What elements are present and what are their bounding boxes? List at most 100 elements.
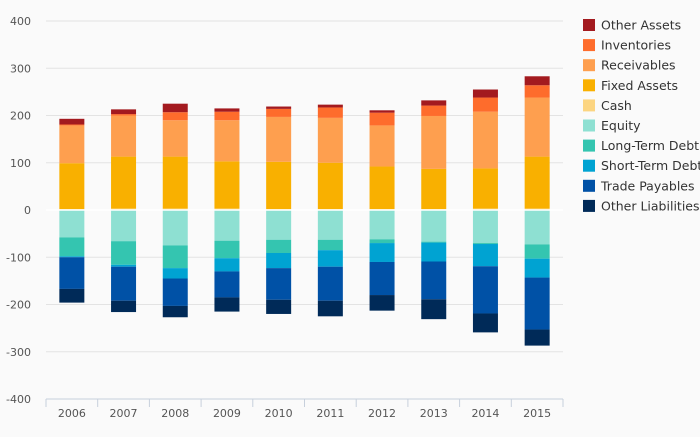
bar-segment[interactable] xyxy=(111,114,137,116)
bar-segment[interactable] xyxy=(162,120,188,157)
bar-segment[interactable] xyxy=(524,210,550,245)
bar-segment[interactable] xyxy=(421,261,447,300)
bar-segment[interactable] xyxy=(369,261,395,296)
bar-segment[interactable] xyxy=(524,76,550,86)
bar-segment[interactable] xyxy=(472,111,498,169)
bar-segment[interactable] xyxy=(317,162,343,210)
bar-segment[interactable] xyxy=(162,210,188,246)
bar-segment[interactable] xyxy=(59,257,85,289)
bar-segment[interactable] xyxy=(59,237,85,257)
bar-segment[interactable] xyxy=(162,103,188,113)
bar-segment[interactable] xyxy=(421,105,447,116)
bar-segment[interactable] xyxy=(266,299,292,314)
bar-segment[interactable] xyxy=(369,125,395,167)
bar-segment[interactable] xyxy=(472,313,498,333)
bar-segment[interactable] xyxy=(369,239,395,244)
bar-segment[interactable] xyxy=(421,242,447,262)
bar-segment[interactable] xyxy=(317,107,343,118)
legend-swatch xyxy=(583,39,595,52)
bar-segment[interactable] xyxy=(59,210,85,238)
bar-segment[interactable] xyxy=(421,115,447,169)
bar-segment[interactable] xyxy=(472,266,498,314)
bar-segment[interactable] xyxy=(59,124,85,126)
bar-segment[interactable] xyxy=(214,271,240,298)
bar-segment[interactable] xyxy=(111,241,137,265)
bar-segment[interactable] xyxy=(59,118,85,125)
bar-segment[interactable] xyxy=(111,300,137,313)
bar-segment[interactable] xyxy=(524,258,550,278)
bar-segment[interactable] xyxy=(524,156,550,209)
bar-segment[interactable] xyxy=(214,297,240,312)
bar-segment[interactable] xyxy=(524,244,550,259)
x-tick-label: 2013 xyxy=(420,407,448,420)
bar-segment[interactable] xyxy=(421,100,447,106)
bar-segment[interactable] xyxy=(421,210,447,242)
bar-segment[interactable] xyxy=(472,97,498,112)
bar-segment[interactable] xyxy=(421,241,447,243)
bar-segment[interactable] xyxy=(111,210,137,242)
bar-segment[interactable] xyxy=(369,295,395,311)
bar-segment[interactable] xyxy=(369,166,395,210)
bar-segment[interactable] xyxy=(369,210,395,240)
legend-swatch xyxy=(583,139,595,152)
bar-segment[interactable] xyxy=(111,115,137,157)
y-tick-label: 200 xyxy=(10,110,31,123)
bar-segment[interactable] xyxy=(59,125,85,164)
bar-segment[interactable] xyxy=(111,109,137,115)
bar-segment[interactable] xyxy=(369,243,395,262)
bar-segment[interactable] xyxy=(214,111,240,121)
bar-segment[interactable] xyxy=(369,110,395,113)
bar-segment[interactable] xyxy=(214,161,240,209)
legend-swatch xyxy=(583,79,595,92)
bar-segment[interactable] xyxy=(162,268,188,279)
bar-segment[interactable] xyxy=(472,168,498,209)
bar-segment[interactable] xyxy=(317,104,343,108)
bar-segment[interactable] xyxy=(472,243,498,245)
bar-segment[interactable] xyxy=(317,300,343,317)
bar-segment[interactable] xyxy=(162,245,188,269)
bar-segment[interactable] xyxy=(266,252,292,269)
legend-swatch xyxy=(583,119,595,132)
bar-segment[interactable] xyxy=(266,106,292,109)
bar-segment[interactable] xyxy=(214,108,240,112)
bar-segment[interactable] xyxy=(472,210,498,244)
bar-segment[interactable] xyxy=(317,210,343,240)
bar-segment[interactable] xyxy=(524,277,550,330)
bar-segment[interactable] xyxy=(214,258,240,272)
bar-segment[interactable] xyxy=(524,329,550,346)
bar-segment[interactable] xyxy=(266,239,292,253)
bar-segment[interactable] xyxy=(266,108,292,117)
bar-segment[interactable] xyxy=(214,240,240,259)
bar-segment[interactable] xyxy=(111,266,137,301)
bar-segment[interactable] xyxy=(472,244,498,267)
bar-segment[interactable] xyxy=(317,250,343,267)
bar-segment[interactable] xyxy=(59,163,85,210)
bar-segment[interactable] xyxy=(524,85,550,98)
y-tick-label: 0 xyxy=(24,204,31,217)
bar-segment[interactable] xyxy=(111,264,137,267)
bar-segment[interactable] xyxy=(266,210,292,240)
bar-segment[interactable] xyxy=(214,210,240,241)
bar-segment[interactable] xyxy=(266,268,292,300)
bar-segment[interactable] xyxy=(421,299,447,320)
bar-segment[interactable] xyxy=(472,89,498,98)
bar-segment[interactable] xyxy=(317,239,343,251)
bar-segment[interactable] xyxy=(162,278,188,306)
bar-segment[interactable] xyxy=(266,161,292,210)
bar-segment[interactable] xyxy=(524,97,550,157)
bar-segment[interactable] xyxy=(59,256,85,258)
legend-swatch xyxy=(583,99,595,112)
bar-segment[interactable] xyxy=(162,156,188,209)
bar-segment[interactable] xyxy=(317,117,343,163)
bar-segment[interactable] xyxy=(162,112,188,121)
bar-segment[interactable] xyxy=(421,168,447,210)
bar-segment[interactable] xyxy=(369,112,395,126)
bar-segment[interactable] xyxy=(266,116,292,162)
bar-segment[interactable] xyxy=(162,305,188,318)
x-tick-label: 2012 xyxy=(368,407,396,420)
bar-segment[interactable] xyxy=(214,120,240,162)
bar-segment[interactable] xyxy=(317,266,343,301)
bar-segment[interactable] xyxy=(59,288,85,303)
bar-segment[interactable] xyxy=(111,156,137,209)
